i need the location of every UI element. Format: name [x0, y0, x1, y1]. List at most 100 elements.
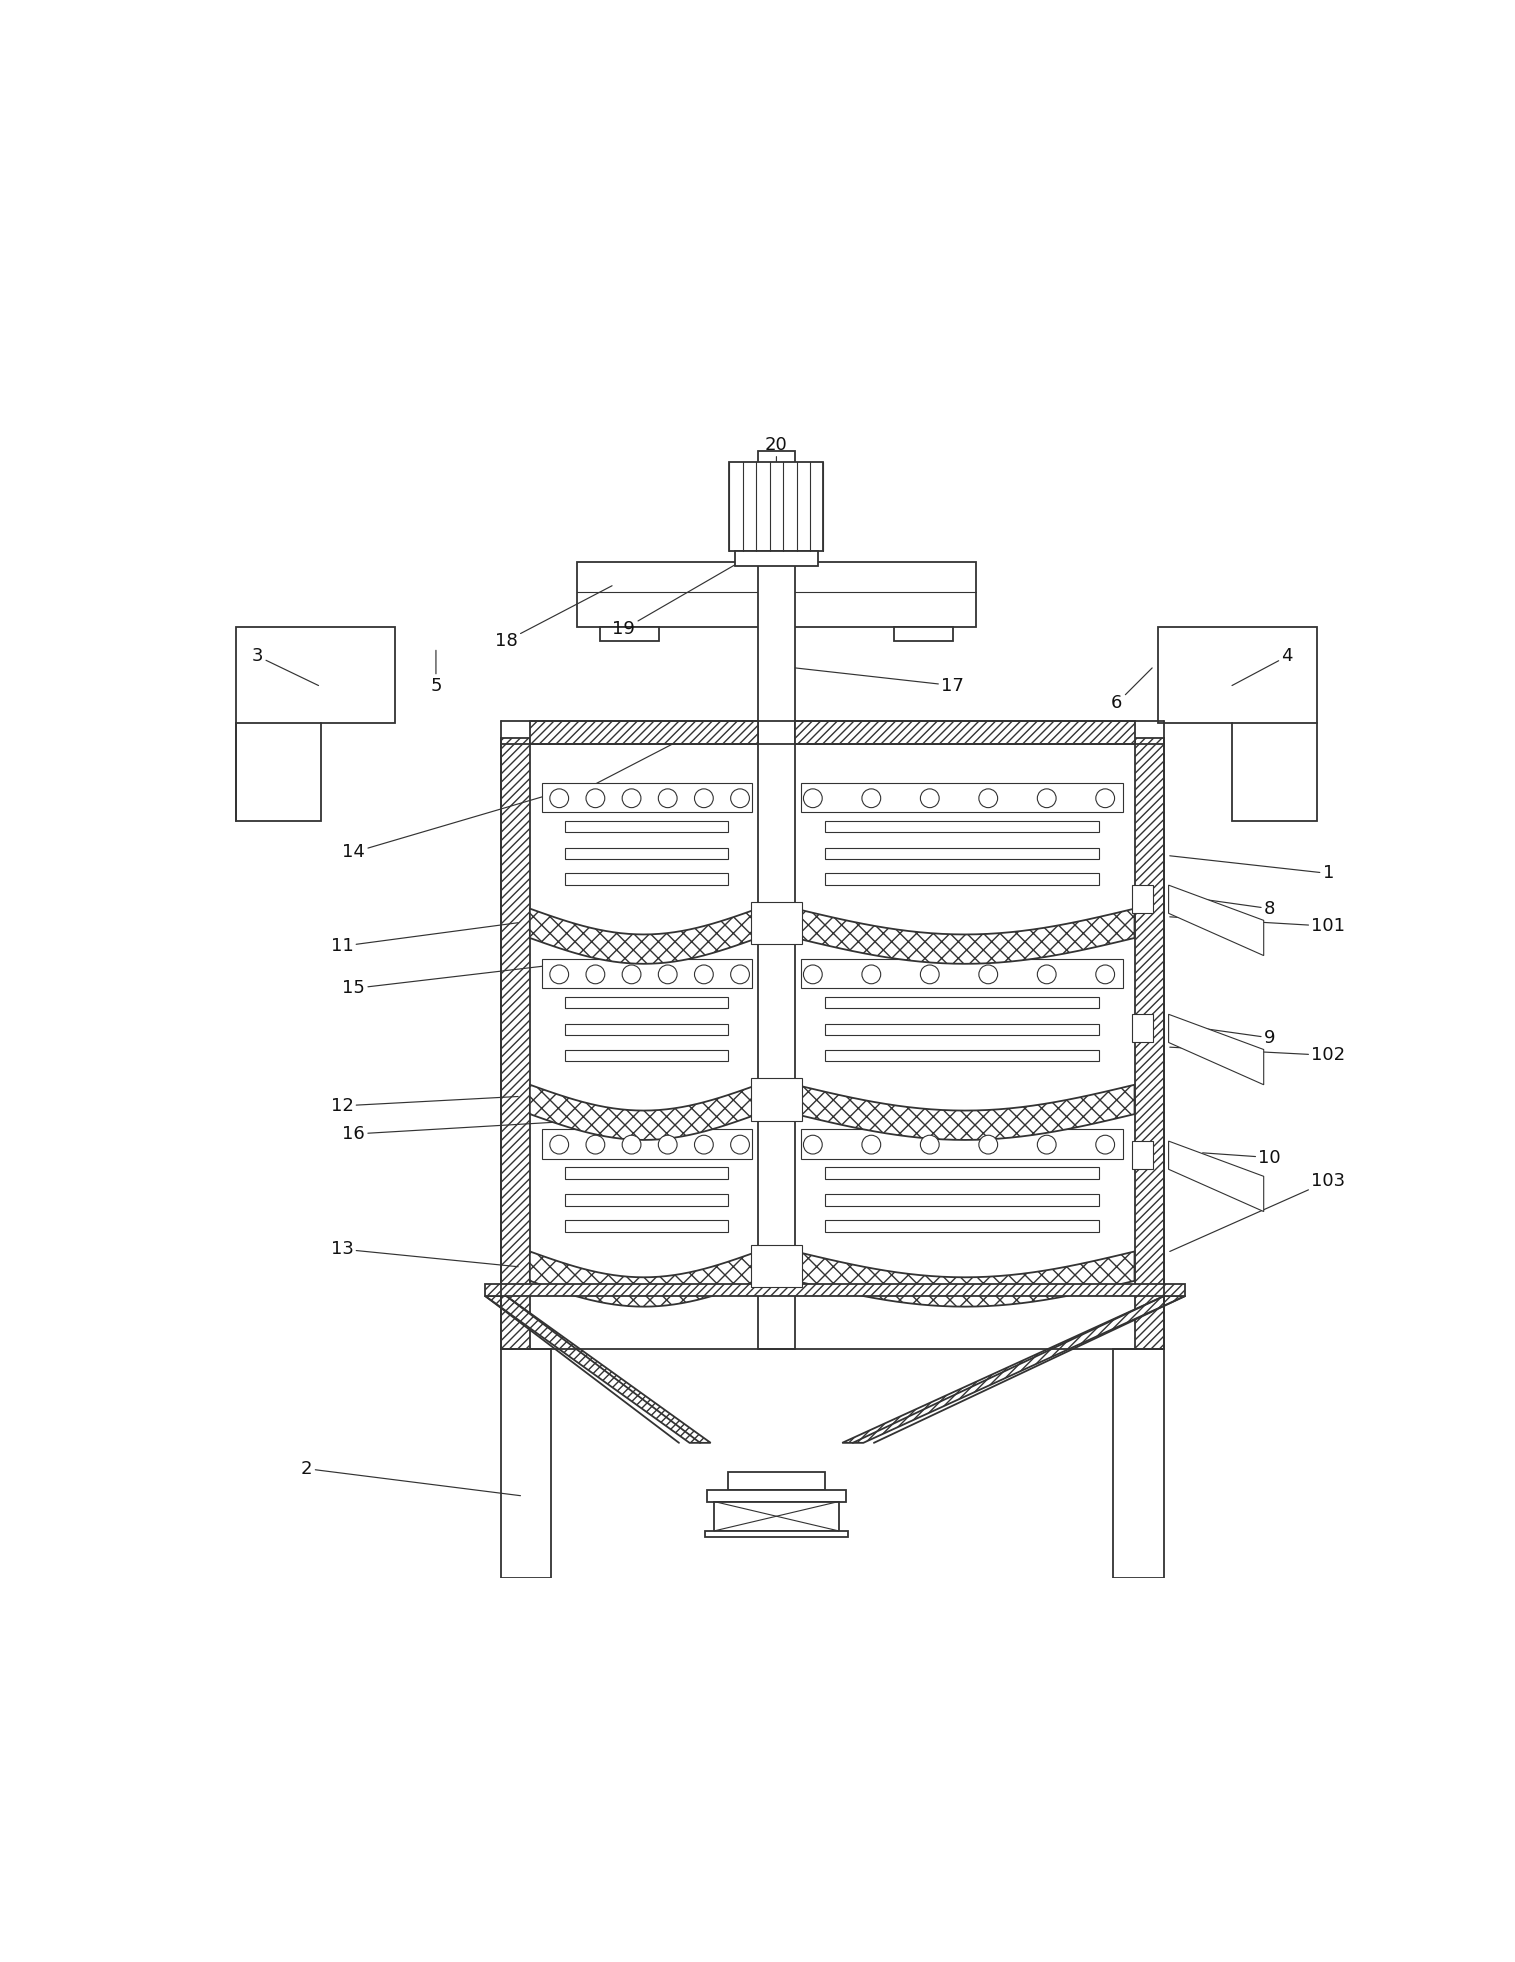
- Bar: [708, 1489, 845, 1501]
- Bar: [565, 1050, 729, 1061]
- Bar: [824, 848, 1100, 859]
- Circle shape: [921, 965, 939, 983]
- Circle shape: [862, 1136, 880, 1154]
- Bar: [824, 1167, 1100, 1179]
- Bar: [824, 1220, 1100, 1232]
- Text: 1: 1: [1170, 855, 1335, 883]
- Polygon shape: [530, 1085, 758, 1140]
- Bar: [500, 1350, 551, 1577]
- Text: 10: 10: [1203, 1148, 1280, 1167]
- Bar: [1132, 1014, 1153, 1042]
- Text: 4: 4: [1232, 647, 1292, 685]
- Circle shape: [1038, 1136, 1056, 1154]
- Polygon shape: [1168, 885, 1264, 955]
- Text: 20: 20: [765, 436, 788, 463]
- Polygon shape: [236, 626, 395, 820]
- Bar: [729, 1472, 824, 1489]
- Polygon shape: [795, 908, 1135, 963]
- Bar: [565, 820, 729, 832]
- Polygon shape: [795, 1085, 1135, 1140]
- Circle shape: [659, 789, 677, 808]
- Bar: [801, 1130, 1123, 1160]
- Circle shape: [623, 789, 641, 808]
- Bar: [500, 738, 530, 1350]
- Circle shape: [694, 1136, 714, 1154]
- Bar: [565, 1024, 729, 1036]
- Text: 19: 19: [612, 565, 735, 638]
- Circle shape: [730, 1136, 750, 1154]
- Bar: [894, 626, 953, 642]
- Polygon shape: [842, 1297, 1185, 1442]
- Circle shape: [979, 965, 998, 983]
- Circle shape: [623, 1136, 641, 1154]
- Circle shape: [586, 1136, 604, 1154]
- Circle shape: [862, 789, 880, 808]
- Bar: [542, 959, 751, 989]
- Circle shape: [1095, 965, 1115, 983]
- Text: 18: 18: [495, 587, 612, 649]
- Polygon shape: [1157, 626, 1317, 820]
- Bar: [565, 873, 729, 885]
- Bar: [735, 551, 818, 565]
- Text: 5: 5: [430, 649, 442, 695]
- Circle shape: [1038, 965, 1056, 983]
- Bar: [801, 959, 1123, 989]
- Circle shape: [862, 965, 880, 983]
- Text: 21: 21: [565, 742, 677, 802]
- Circle shape: [550, 965, 568, 983]
- Bar: [485, 1285, 1185, 1297]
- Bar: [801, 783, 1123, 812]
- Circle shape: [979, 789, 998, 808]
- Circle shape: [694, 965, 714, 983]
- Circle shape: [1038, 789, 1056, 808]
- Text: 12: 12: [330, 1097, 518, 1114]
- Polygon shape: [485, 1297, 711, 1442]
- Polygon shape: [530, 1252, 758, 1307]
- Bar: [1135, 738, 1164, 1350]
- Polygon shape: [795, 1252, 1135, 1307]
- Text: 15: 15: [342, 965, 553, 997]
- Circle shape: [803, 1136, 823, 1154]
- Bar: [824, 820, 1100, 832]
- Bar: [704, 1530, 848, 1536]
- Bar: [824, 997, 1100, 1008]
- Bar: [565, 997, 729, 1008]
- Circle shape: [623, 965, 641, 983]
- Text: 7: 7: [771, 1472, 782, 1513]
- Bar: [542, 1130, 751, 1160]
- Bar: [824, 1195, 1100, 1207]
- Circle shape: [730, 965, 750, 983]
- Bar: [714, 1501, 839, 1530]
- Text: 6: 6: [1110, 667, 1151, 712]
- Text: 102: 102: [1170, 1046, 1345, 1065]
- Text: 101: 101: [1170, 916, 1345, 936]
- Circle shape: [921, 789, 939, 808]
- Bar: [795, 720, 1135, 744]
- Bar: [542, 783, 751, 812]
- Bar: [824, 873, 1100, 885]
- Text: 14: 14: [342, 793, 553, 861]
- Circle shape: [586, 789, 604, 808]
- Circle shape: [803, 789, 823, 808]
- Bar: [1114, 1350, 1164, 1577]
- Text: 3: 3: [251, 647, 318, 685]
- Bar: [750, 1079, 803, 1120]
- Text: 16: 16: [342, 1122, 553, 1144]
- Bar: [565, 1167, 729, 1179]
- Bar: [824, 1050, 1100, 1061]
- Bar: [758, 451, 795, 1350]
- Bar: [824, 1024, 1100, 1036]
- Circle shape: [979, 1136, 998, 1154]
- Bar: [600, 626, 659, 642]
- Bar: [1132, 885, 1153, 914]
- Text: 103: 103: [1170, 1171, 1345, 1252]
- Circle shape: [659, 1136, 677, 1154]
- Text: 9: 9: [1203, 1028, 1276, 1048]
- Circle shape: [550, 789, 568, 808]
- Bar: [750, 1246, 803, 1287]
- Text: 17: 17: [795, 667, 964, 695]
- Circle shape: [694, 789, 714, 808]
- Polygon shape: [1168, 1014, 1264, 1085]
- Bar: [1132, 1142, 1153, 1169]
- Circle shape: [921, 1136, 939, 1154]
